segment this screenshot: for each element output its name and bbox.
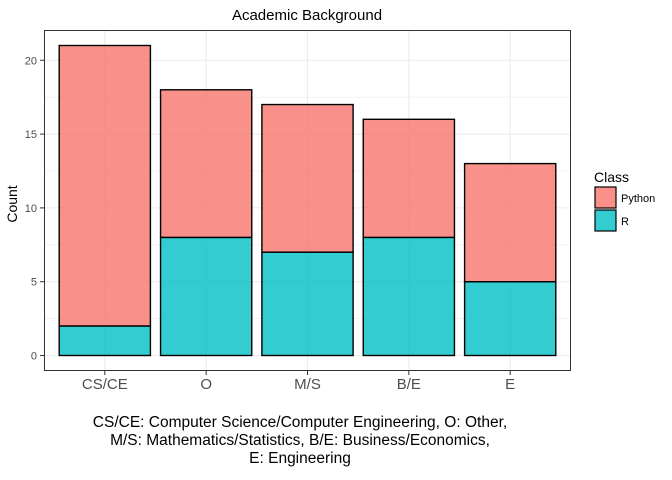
x-tick-label: M/S	[294, 376, 321, 393]
bar-python-cs-ce	[58, 44, 152, 327]
caption-line: E: Engineering	[249, 450, 351, 467]
bar-python-m-s	[261, 103, 354, 253]
x-tick-label: O	[200, 376, 212, 393]
plot-panel-border	[44, 30, 571, 371]
x-tick-label: B/E	[397, 376, 421, 393]
y-tick-label: 5	[31, 277, 37, 289]
bars	[58, 44, 557, 357]
legend: Class Python R	[594, 169, 655, 232]
bar-python-b-e	[362, 118, 456, 239]
chart-caption: CS/CE: Computer Science/Computer Enginee…	[0, 414, 600, 468]
y-tick-label: 0	[31, 351, 37, 363]
bar-r-cs-ce	[58, 325, 152, 357]
bar-r-m-s	[261, 251, 354, 357]
x-tick-label: CS/CE	[82, 376, 128, 393]
bar-r-o	[159, 236, 253, 357]
x-axis: CS/CE O M/S B/E E	[82, 371, 515, 393]
legend-key-python	[594, 186, 617, 209]
legend-label-r: R	[621, 216, 629, 228]
y-tick-label: 20	[25, 55, 37, 67]
bar-r-b-e	[362, 236, 456, 357]
caption-line: CS/CE: Computer Science/Computer Enginee…	[92, 414, 508, 431]
legend-title: Class	[594, 169, 629, 185]
x-tick-label: E	[505, 376, 515, 393]
y-tick-label: 10	[25, 203, 37, 215]
y-axis: 0 5 10 15 20	[25, 55, 44, 363]
y-axis-label: Count	[4, 185, 20, 222]
legend-label-python: Python	[621, 193, 655, 205]
bar-python-o	[159, 89, 253, 239]
caption-line: M/S: Mathematics/Statistics, B/E: Busine…	[110, 432, 490, 449]
legend-key-r	[594, 209, 617, 232]
y-tick-label: 15	[25, 129, 37, 141]
bar-python-e	[463, 162, 557, 283]
chart-title: Academic Background	[232, 7, 382, 24]
bar-r-e	[463, 280, 557, 357]
